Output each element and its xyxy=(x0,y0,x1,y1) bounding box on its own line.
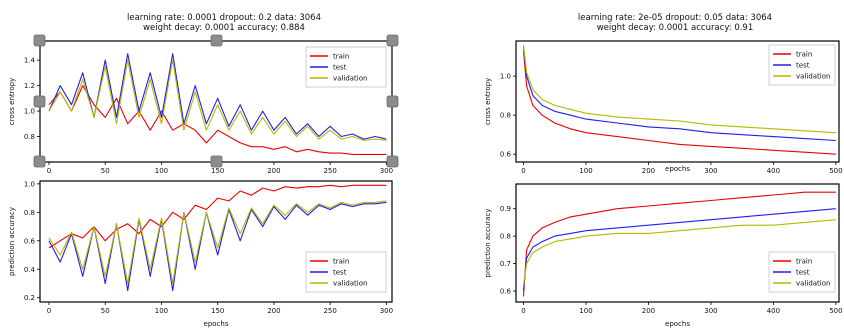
y-axis-label: cross entropy xyxy=(8,78,16,125)
x-axis-label: epochs xyxy=(204,320,229,328)
x-tick-label: 200 xyxy=(267,167,280,175)
x-tick-label: 50 xyxy=(101,307,110,315)
x-tick-label: 100 xyxy=(579,167,592,175)
legend: train test validation xyxy=(305,251,387,293)
resize-handle-left[interactable] xyxy=(33,95,46,108)
legend-label-validation: validation xyxy=(796,73,830,81)
legend: train test validation xyxy=(768,44,836,86)
legend-label-test: test xyxy=(796,269,810,277)
series-line-validation xyxy=(522,44,836,134)
legend-label-train: train xyxy=(796,258,812,266)
x-tick-label: 400 xyxy=(767,307,780,315)
legend: train test validation xyxy=(768,251,836,293)
y-tick-label: 0.8 xyxy=(24,209,35,217)
x-tick-label: 50 xyxy=(101,167,110,175)
resize-handle-right[interactable] xyxy=(386,95,399,108)
x-tick-label: 250 xyxy=(323,307,336,315)
series-line-train xyxy=(522,191,836,297)
x-axis-label: epochs xyxy=(665,165,690,173)
series-line-test xyxy=(48,53,387,140)
legend: train test validation xyxy=(305,46,387,88)
x-tick-label: 500 xyxy=(829,307,842,315)
x-tick-label: 300 xyxy=(380,307,393,315)
series-line-validation xyxy=(48,200,387,285)
x-tick-label: 150 xyxy=(211,167,224,175)
series-line-test xyxy=(522,208,836,292)
legend-label-train: train xyxy=(333,53,349,61)
selection-handles[interactable] xyxy=(33,34,399,168)
y-axis-label: prediction accuracy xyxy=(8,207,16,276)
x-tick-label: 0 xyxy=(47,167,51,175)
y-tick-label: 0.9 xyxy=(500,205,511,213)
y-tick-label: 0.7 xyxy=(500,260,511,268)
y-tick-label: 0.8 xyxy=(500,112,511,120)
resize-handle-top-right[interactable] xyxy=(386,34,399,47)
legend-label-train: train xyxy=(333,258,349,266)
x-tick-label: 300 xyxy=(704,307,717,315)
left-figure-title-line2: weight decay: 0.0001 accuracy: 0.884 xyxy=(143,23,305,33)
legend-label-validation: validation xyxy=(796,280,830,288)
series-line-train xyxy=(522,50,836,155)
legend-label-validation: validation xyxy=(333,75,367,83)
resize-handle-top-left[interactable] xyxy=(33,34,46,47)
right-figure-title-line1: learning rate: 2e-05 dropout: 0.05 data:… xyxy=(578,13,772,23)
y-tick-label: 1.4 xyxy=(24,57,36,65)
chart-top-right: 0 100 200 300 400 500 0.6 0.8 1.0 cross entropy ep… xyxy=(484,40,843,175)
x-axis-label: epochs xyxy=(665,320,690,328)
x-tick-label: 0 xyxy=(47,307,51,315)
x-tick-label: 200 xyxy=(642,307,655,315)
resize-handle-bottom[interactable] xyxy=(210,155,223,168)
legend-label-test: test xyxy=(333,269,347,277)
legend-label-validation: validation xyxy=(333,280,367,288)
x-tick-label: 100 xyxy=(155,167,168,175)
x-tick-label: 100 xyxy=(579,307,592,315)
y-tick-label: 0.8 xyxy=(500,233,511,241)
resize-handle-bottom-right[interactable] xyxy=(386,155,399,168)
y-tick-label: 1.0 xyxy=(24,108,35,116)
resize-handle-top[interactable] xyxy=(210,34,223,47)
series-line-test xyxy=(522,46,836,142)
resize-handle-bottom-left[interactable] xyxy=(33,155,46,168)
x-tick-label: 100 xyxy=(155,307,168,315)
x-tick-label: 0 xyxy=(521,167,525,175)
y-tick-label: 0.8 xyxy=(24,133,35,141)
y-tick-label: 0.6 xyxy=(500,288,512,296)
y-tick-label: 0.4 xyxy=(24,266,36,274)
right-figure-title-line2: weight decay: 0.0001 accuracy: 0.91 xyxy=(597,23,754,33)
y-tick-label: 1.0 xyxy=(500,73,511,81)
plot-frame xyxy=(39,180,393,303)
legend-label-test: test xyxy=(333,64,347,72)
left-figure-title-line1: learning rate: 0.0001 dropout: 0.2 data:… xyxy=(127,13,321,23)
chart-top-left: 0 50 100 150 200 250 300 0.8 1.0 1.2 1.4 cross entr… xyxy=(8,40,393,175)
x-tick-label: 400 xyxy=(767,167,780,175)
plots-layer: 0 50 100 150 200 250 300 0.8 1.0 1.2 1.4 cross entr… xyxy=(8,40,843,328)
y-axis-label: prediction accuracy xyxy=(484,209,492,278)
plot-frame xyxy=(515,183,840,303)
x-tick-label: 300 xyxy=(380,167,393,175)
y-tick-label: 0.6 xyxy=(24,237,36,245)
plot-frame xyxy=(515,40,840,163)
series-line-validation xyxy=(522,219,836,286)
x-tick-label: 500 xyxy=(829,167,842,175)
legend-label-train: train xyxy=(796,51,812,59)
series-line-train xyxy=(48,184,387,249)
y-tick-label: 0.2 xyxy=(24,294,35,302)
series-line-validation xyxy=(48,59,387,141)
y-tick-label: 1.0 xyxy=(24,180,35,188)
x-tick-label: 250 xyxy=(323,167,336,175)
series-line-test xyxy=(48,201,387,292)
y-tick-label: 0.6 xyxy=(500,151,512,159)
x-tick-label: 150 xyxy=(211,307,224,315)
legend-label-test: test xyxy=(796,62,810,70)
chart-bottom-right: 0 100 200 300 400 500 0.6 0.7 0.8 0.9 prediction a… xyxy=(484,183,843,328)
x-tick-label: 200 xyxy=(267,307,280,315)
x-tick-label: 300 xyxy=(704,167,717,175)
x-tick-label: 0 xyxy=(521,307,525,315)
chart-bottom-left: 0 50 100 150 200 250 300 0.2 0.4 0.6 0.8 1.0 predict… xyxy=(8,180,393,328)
y-tick-label: 1.2 xyxy=(24,82,35,90)
x-tick-label: 200 xyxy=(642,167,655,175)
series-line-train xyxy=(48,85,387,155)
y-axis-label: cross entropy xyxy=(484,78,492,125)
